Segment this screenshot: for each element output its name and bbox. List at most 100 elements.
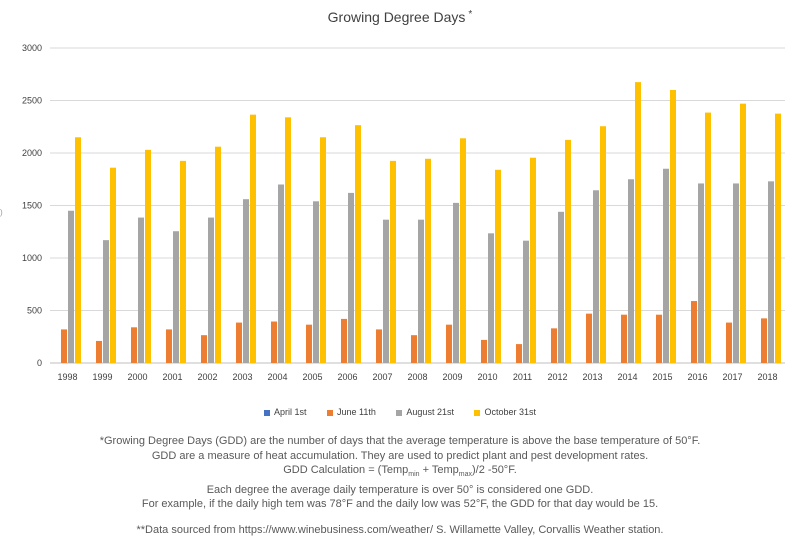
bar-june-11th-2011 bbox=[516, 344, 522, 363]
bar-october-31st-2004 bbox=[285, 117, 291, 363]
x-tick-label: 2013 bbox=[582, 372, 602, 382]
x-tick-label: 2015 bbox=[652, 372, 672, 382]
x-tick-label: 2003 bbox=[232, 372, 252, 382]
legend-swatch-june bbox=[327, 409, 334, 416]
bar-october-31st-1998 bbox=[75, 137, 81, 363]
bar-june-11th-2016 bbox=[691, 301, 697, 363]
y-tick-label: 2500 bbox=[22, 96, 42, 106]
bar-june-11th-2004 bbox=[271, 321, 277, 363]
y-tick-label: 0 bbox=[37, 358, 42, 368]
footnote-definition: *Growing Degree Days (GDD) are the numbe… bbox=[99, 435, 701, 447]
legend-swatch-august bbox=[396, 409, 403, 416]
bar-october-31st-2012 bbox=[565, 139, 571, 363]
bar-august-21st-2014 bbox=[628, 179, 634, 363]
bar-august-21st-2002 bbox=[208, 217, 214, 363]
bars bbox=[61, 82, 781, 364]
bar-october-31st-2009 bbox=[460, 138, 466, 363]
legend-swatch-april bbox=[264, 409, 270, 416]
bar-august-21st-2010 bbox=[488, 233, 494, 363]
footnote-degree: Each degree the average daily temperatur… bbox=[206, 483, 594, 496]
x-tick-label: 2000 bbox=[127, 372, 147, 382]
x-tick-label: 2007 bbox=[372, 372, 392, 382]
bar-october-31st-2013 bbox=[600, 126, 606, 363]
bar-august-21st-2000 bbox=[138, 217, 144, 363]
bar-october-31st-2000 bbox=[145, 149, 151, 363]
legend: April 1st June 11th August 21st October … bbox=[0, 407, 800, 417]
legend-item-june: June 11th bbox=[327, 407, 376, 417]
footnote-source: **Data sourced from https://www.winebusi… bbox=[136, 523, 664, 536]
gridlines bbox=[50, 47, 785, 364]
bar-october-31st-2008 bbox=[425, 158, 431, 363]
legend-label: April 1st bbox=[274, 407, 307, 417]
footnote-example: For example, if the daily high tem was 7… bbox=[141, 498, 659, 511]
bar-october-31st-2015 bbox=[670, 90, 676, 363]
bar-august-21st-2011 bbox=[523, 240, 529, 363]
x-tick-label: 2014 bbox=[617, 372, 637, 382]
legend-label: October 31st bbox=[484, 407, 536, 417]
bar-june-11th-2007 bbox=[376, 329, 382, 363]
x-tick-label: 2002 bbox=[197, 372, 217, 382]
bar-october-31st-1999 bbox=[110, 167, 116, 363]
bar-june-11th-1998 bbox=[61, 329, 67, 363]
bar-june-11th-2000 bbox=[131, 327, 137, 363]
bar-august-21st-2005 bbox=[313, 201, 319, 363]
x-axis-ticks: 1998 1999 2000 2001 2002 2003 2004 2005 2006 2007… bbox=[57, 372, 777, 382]
x-tick-label: 2011 bbox=[513, 372, 532, 382]
bar-october-31st-2018 bbox=[775, 113, 781, 363]
y-tick-label: 500 bbox=[27, 306, 42, 316]
chart-title-mark: * bbox=[468, 9, 472, 20]
bar-june-11th-2005 bbox=[306, 324, 312, 363]
bar-june-11th-2009 bbox=[446, 324, 452, 363]
x-tick-label: 2005 bbox=[302, 372, 322, 382]
footnote-measure: GDD are a measure of heat accumulation. … bbox=[151, 449, 649, 462]
bar-august-21st-2016 bbox=[698, 183, 704, 363]
bar-october-31st-2017 bbox=[740, 103, 746, 364]
legend-swatch-october bbox=[474, 409, 481, 416]
x-tick-label: 2017 bbox=[722, 372, 742, 382]
x-tick-label: 1998 bbox=[57, 372, 77, 382]
chart-title: Growing Degree Days * bbox=[328, 9, 473, 25]
bar-october-31st-2001 bbox=[180, 160, 186, 363]
bar-october-31st-2011 bbox=[530, 157, 536, 363]
bar-august-21st-2009 bbox=[453, 202, 459, 363]
bar-october-31st-2005 bbox=[320, 137, 326, 363]
bar-august-21st-2003 bbox=[243, 199, 249, 363]
x-tick-label: 2018 bbox=[757, 372, 777, 382]
bar-june-11th-2013 bbox=[586, 313, 592, 363]
bar-june-11th-2015 bbox=[656, 314, 662, 363]
bar-august-21st-2012 bbox=[558, 211, 564, 363]
x-tick-label: 2001 bbox=[162, 372, 182, 382]
x-tick-label: 2010 bbox=[477, 372, 497, 382]
bar-august-21st-2008 bbox=[418, 219, 424, 363]
bar-june-11th-2017 bbox=[726, 322, 732, 363]
bar-june-11th-2003 bbox=[236, 322, 242, 363]
x-tick-label: 2004 bbox=[267, 372, 287, 382]
bar-october-31st-2010 bbox=[495, 169, 501, 363]
footnote-calculation: GDD Calculation = (Tempmin + Tempmax)/2 … bbox=[283, 464, 517, 479]
footnotes: *Growing Degree Days (GDD) are the numbe… bbox=[0, 434, 800, 537]
chart-title-text: Growing Degree Days bbox=[328, 9, 466, 25]
bar-june-11th-2008 bbox=[411, 335, 417, 363]
bar-august-21st-2013 bbox=[593, 190, 599, 363]
bar-june-11th-2002 bbox=[201, 335, 207, 363]
bar-august-21st-2017 bbox=[733, 183, 739, 363]
bar-august-21st-2004 bbox=[278, 184, 284, 363]
x-tick-label: 2016 bbox=[687, 372, 707, 382]
bar-june-11th-2001 bbox=[166, 329, 172, 363]
bar-june-11th-2014 bbox=[621, 314, 627, 363]
chart-svg: Growing Degree Days * 0 500 1000 1500 2000 250… bbox=[22, 9, 785, 382]
y-tick-label: 1000 bbox=[22, 253, 42, 263]
legend-label: June 11th bbox=[337, 407, 376, 417]
bar-august-21st-2018 bbox=[768, 181, 774, 363]
x-tick-label: 2006 bbox=[337, 372, 357, 382]
bar-august-21st-1998 bbox=[68, 210, 74, 363]
bar-august-21st-2007 bbox=[383, 219, 389, 363]
bar-october-31st-2014 bbox=[635, 82, 641, 363]
bar-june-11th-2006 bbox=[341, 318, 347, 363]
bar-october-31st-2016 bbox=[705, 112, 711, 363]
bar-august-21st-2015 bbox=[663, 168, 669, 363]
x-tick-label: 2009 bbox=[442, 372, 462, 382]
bar-june-11th-1999 bbox=[96, 340, 102, 363]
bar-october-31st-2002 bbox=[215, 146, 221, 363]
bar-june-11th-2018 bbox=[761, 318, 767, 363]
